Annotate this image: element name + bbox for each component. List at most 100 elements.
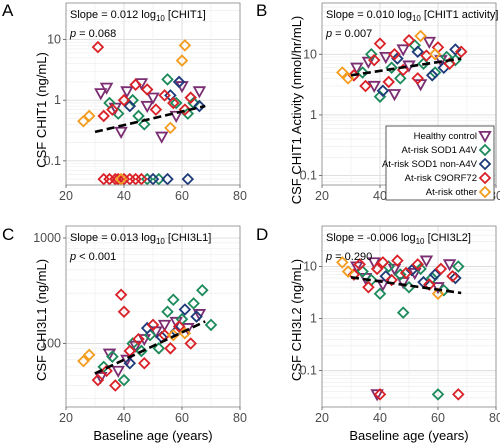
- data-point: [434, 262, 448, 276]
- data-point: [164, 121, 177, 135]
- data-point: [190, 310, 203, 323]
- data-point: [178, 303, 192, 316]
- trend-line: [350, 57, 462, 77]
- legend-item-sod1-a4v: At-risk SOD1 A4V: [402, 143, 492, 157]
- y-axis-title-a: CSF CHIT1 (ng/mL): [34, 52, 49, 168]
- data-point: [391, 52, 404, 65]
- data-point: [178, 103, 192, 116]
- plot-area-d: 20 40 60 80 0.1 1 10: [300, 225, 500, 425]
- data-point: [114, 172, 128, 186]
- legend-item-c9orf72: At-risk C9ORF72: [405, 171, 492, 185]
- data-point: [193, 99, 206, 113]
- data-point: [394, 72, 407, 85]
- data-point: [367, 80, 381, 94]
- data-point: [341, 72, 355, 85]
- p-value-annotation-b: p = 0.007: [325, 28, 372, 40]
- legend-marker-shape: [478, 171, 492, 185]
- gridlines: [65, 226, 241, 407]
- y-tick-label: 10: [303, 47, 317, 61]
- data-point: [146, 92, 160, 105]
- legend-marker-shape: [478, 143, 492, 157]
- data-point: [414, 262, 427, 276]
- data-point: [135, 172, 148, 186]
- data-point: [123, 99, 137, 113]
- data-point: [387, 89, 402, 102]
- panel-a: A CSF CHIT1 (ng/mL) 20 40 60 80 0.1 1 10: [2, 1, 247, 203]
- x-tick-label: 20: [315, 411, 329, 425]
- data-point: [419, 255, 434, 268]
- data-point: [452, 260, 465, 273]
- data-point: [350, 62, 364, 75]
- data-point: [149, 103, 163, 116]
- data-point: [158, 89, 171, 102]
- data-point: [425, 69, 439, 82]
- x-tick-label: 40: [373, 189, 387, 203]
- data-point: [396, 44, 410, 57]
- data-point: [391, 254, 404, 267]
- data-point: [417, 57, 430, 70]
- data-point: [376, 256, 390, 269]
- data-point: [204, 318, 218, 332]
- legend-marker-shape: [478, 157, 492, 171]
- legend-marker: [478, 143, 492, 157]
- plot-frame: [65, 225, 241, 408]
- data-point: [434, 55, 448, 68]
- panel-d: D CSF CHI3L2 (ng/mL) 20 40 60 80 0.1 1 10 Base…: [256, 225, 500, 443]
- data-point: [167, 293, 180, 306]
- data-point: [138, 118, 151, 131]
- data-point: [164, 342, 177, 355]
- data-point: [385, 273, 398, 287]
- data-point: [99, 82, 114, 95]
- data-point: [402, 34, 416, 47]
- y-tick-label: 10: [47, 33, 61, 47]
- legend-box: [385, 125, 495, 201]
- x-tick-label: 60: [431, 411, 445, 425]
- x-tick-label: 60: [175, 411, 189, 425]
- x-tick-label: 40: [373, 411, 387, 425]
- data-point: [82, 109, 96, 123]
- data-point: [379, 269, 393, 283]
- data-point: [152, 342, 166, 355]
- y-axis-title-b: CSF CHIT1 Activity (nmol/hr/mL): [289, 16, 304, 205]
- panel-c: C CSF CHI3L1 (ng/mL) 20 40 60 80 100 1000 Bas…: [2, 225, 247, 443]
- data-point: [192, 86, 207, 99]
- x-tick-label: 80: [233, 411, 247, 425]
- data-point: [422, 36, 437, 49]
- data-point: [106, 103, 119, 116]
- data-point: [373, 388, 387, 401]
- data-point: [373, 37, 387, 50]
- legend-label: Healthy control: [414, 131, 477, 142]
- data-point: [362, 280, 375, 294]
- trend-line: [94, 320, 206, 375]
- data-point: [100, 364, 113, 378]
- y-tick-label: 1000: [33, 231, 61, 245]
- data-point: [181, 172, 195, 186]
- data-point: [411, 72, 424, 85]
- legend-label: At-risk C9ORF72: [405, 173, 477, 184]
- data-point: [111, 365, 125, 378]
- data-point: [140, 83, 154, 96]
- data-point: [129, 78, 142, 91]
- legend-marker: [478, 185, 492, 199]
- data-point: [341, 265, 355, 278]
- data-point: [175, 54, 189, 67]
- data-point: [373, 287, 387, 300]
- data-point: [97, 109, 110, 123]
- data-point: [437, 283, 451, 297]
- panel-letter-b: B: [256, 1, 267, 20]
- data-point: [94, 372, 108, 385]
- panel-letter-d: D: [256, 225, 268, 244]
- legend-item-healthy-control: Healthy control: [414, 130, 492, 144]
- x-tick-label: 20: [315, 189, 329, 203]
- data-point: [428, 268, 442, 281]
- y-axis-title-c: CSF CHI3L1 (ng/mL): [34, 259, 49, 381]
- data-point: [446, 269, 459, 283]
- panel-letter-a: A: [2, 1, 14, 20]
- data-point: [411, 45, 424, 59]
- plot-frame: [321, 225, 497, 408]
- x-tick-label: 40: [117, 411, 131, 425]
- data-point: [452, 388, 465, 401]
- legend-label: At-risk SOD1 non-A4V: [382, 159, 478, 170]
- y-tick-label: 0.1: [300, 169, 317, 183]
- legend-item-other: At-risk other: [426, 185, 492, 199]
